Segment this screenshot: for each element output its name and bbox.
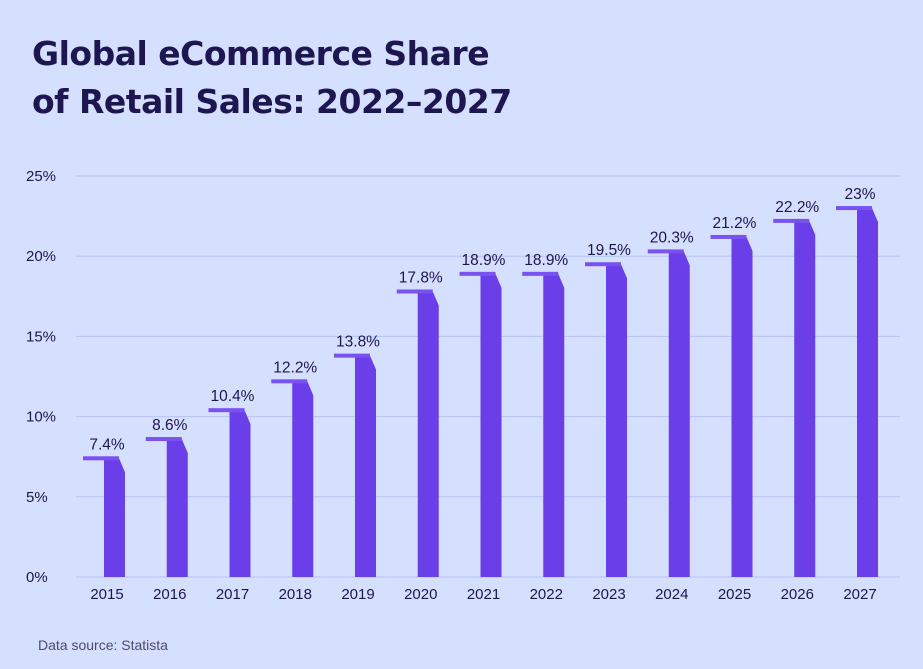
x-tick-label-2019: 2019 [341, 586, 374, 603]
x-tick-label-2025: 2025 [718, 586, 751, 603]
bar-cap-2022 [522, 271, 559, 276]
bar-2018 [292, 381, 314, 577]
bar-cap-2017 [208, 408, 245, 413]
x-tick-label-2016: 2016 [153, 586, 186, 603]
bar-2021 [480, 273, 502, 577]
bar-2019 [355, 355, 376, 577]
bar-2025 [731, 236, 753, 577]
bar-2023 [606, 264, 627, 577]
x-tick-label-2024: 2024 [655, 586, 688, 603]
bar-cap-2023 [585, 262, 621, 267]
bar-cap-2026 [773, 218, 810, 223]
x-tick-label-2018: 2018 [279, 586, 312, 603]
data-label-2015: 7.4% [89, 436, 125, 453]
bar-cap-2027 [836, 206, 872, 211]
bar-cap-2018 [271, 379, 308, 384]
data-label-2027: 23% [844, 186, 875, 203]
bar-cap-2019 [334, 353, 370, 358]
x-tick-label-2022: 2022 [530, 586, 563, 603]
data-label-2023: 19.5% [587, 242, 631, 259]
data-label-2025: 21.2% [713, 215, 757, 232]
bar-2027 [857, 208, 878, 577]
bar-2016 [166, 439, 188, 577]
bar-2015 [104, 458, 125, 577]
chart-title: Global eCommerce Share of Retail Sales: … [32, 30, 512, 126]
bar-cap-2024 [647, 249, 684, 254]
data-label-2026: 22.2% [775, 199, 819, 216]
data-label-2020: 17.8% [399, 269, 443, 286]
x-tick-label-2020: 2020 [404, 586, 437, 603]
x-tick-label-2026: 2026 [781, 586, 814, 603]
data-label-2024: 20.3% [650, 229, 694, 246]
bar-2026 [794, 220, 816, 578]
data-label-2017: 10.4% [211, 388, 255, 405]
bar-cap-2020 [396, 289, 433, 294]
y-tick-label-25: 25% [26, 168, 56, 185]
y-tick-label-0: 0% [26, 569, 48, 586]
data-source-note: Data source: Statista [38, 637, 168, 653]
bar-cap-2015 [83, 456, 119, 461]
bar-2020 [417, 291, 439, 577]
y-tick-label-5: 5% [26, 489, 48, 506]
bar-2017 [229, 410, 251, 577]
data-label-2022: 18.9% [524, 252, 568, 269]
data-label-2016: 8.6% [152, 417, 188, 434]
data-label-2018: 12.2% [273, 359, 317, 376]
x-tick-label-2023: 2023 [592, 586, 625, 603]
x-tick-label-2027: 2027 [843, 586, 876, 603]
bar-2024 [668, 251, 690, 577]
bar-cap-2016 [145, 437, 182, 442]
x-tick-label-2015: 2015 [90, 586, 123, 603]
x-tick-label-2021: 2021 [467, 586, 500, 603]
data-label-2019: 13.8% [336, 334, 380, 351]
chart-title-line-1: Global eCommerce Share [32, 34, 490, 73]
chart-title-line-2: of Retail Sales: 2022–2027 [32, 82, 512, 121]
bar-cap-2025 [710, 234, 747, 239]
bar-2022 [543, 273, 565, 577]
data-label-2021: 18.9% [462, 252, 506, 269]
bar-cap-2021 [459, 271, 496, 276]
x-tick-label-2017: 2017 [216, 586, 249, 603]
y-tick-label-15: 15% [26, 328, 56, 345]
y-tick-label-20: 20% [26, 248, 56, 265]
y-tick-label-10: 10% [26, 409, 56, 426]
